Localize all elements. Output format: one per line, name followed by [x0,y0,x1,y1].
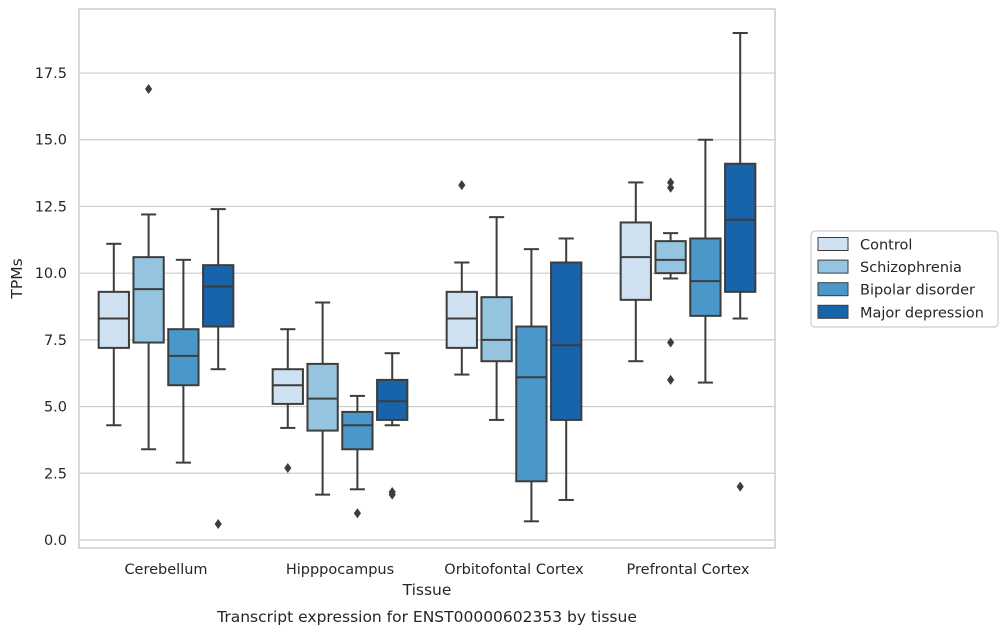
box-iqr [481,297,511,361]
x-tick-label: Hipppocampus [286,562,394,578]
y-tick-label: 7.5 [44,333,67,349]
outlier-point [215,519,222,529]
box-iqr [168,329,198,385]
y-tick-label: 17.5 [35,66,67,82]
box-iqr [133,257,163,342]
x-tick-label: Orbitofontal Cortex [444,562,584,578]
box-bipolar-disorder-2 [516,249,546,521]
box-major-depression-2 [551,238,581,499]
box-iqr [551,262,581,419]
box-bipolar-disorder-0 [168,260,198,463]
box-schizophrenia-2 [481,217,511,420]
outlier-point [667,375,674,385]
legend-swatch [818,238,848,251]
boxplot-chart: 0.0 2.5 5.0 7.5 10.0 12.5 15.0 17.5 Cerebellum H… [0,0,1007,634]
box-iqr [342,412,372,449]
box-iqr [725,164,755,292]
x-tick-label: Cerebellum [124,562,207,578]
box-iqr [690,238,720,315]
box-bipolar-disorder-3 [690,140,720,383]
outlier-point [667,183,674,193]
legend-label: Control [860,238,912,254]
box-iqr [655,241,685,273]
y-tick-label: 5.0 [44,400,67,416]
box-schizophrenia-0 [133,84,163,449]
outlier-point [458,180,465,190]
y-tick-label: 2.5 [44,466,67,482]
box-major-depression-0 [203,209,233,529]
y-axis-label: TPMs [8,258,26,299]
boxes [99,33,756,529]
x-tick-labels: Cerebellum Hipppocampus Orbitofontal Corte… [124,562,749,578]
legend-swatch [818,260,848,273]
box-major-depression-1 [377,353,407,499]
box-iqr [377,380,407,420]
box-iqr [99,292,129,348]
y-tick-label: 0.0 [44,533,67,549]
box-iqr [203,265,233,326]
y-tick-label: 10.0 [35,266,67,282]
box-schizophrenia-3 [655,177,685,384]
y-tick-label: 12.5 [35,199,67,215]
box-control-1 [273,329,303,473]
y-tick-label: 15.0 [35,133,67,149]
y-tick-labels: 0.0 2.5 5.0 7.5 10.0 12.5 15.0 17.5 [35,66,67,549]
chart-caption: Transcript expression for ENST0000060235… [216,608,637,626]
box-major-depression-3 [725,33,755,492]
box-iqr [621,222,651,299]
outlier-point [354,508,361,518]
legend-swatch [818,305,848,318]
box-control-0 [99,244,129,425]
x-axis-label: Tissue [402,581,452,599]
box-schizophrenia-1 [307,303,337,495]
outlier-point [145,84,152,94]
box-control-3 [621,182,651,361]
legend-label: Schizophrenia [860,260,962,276]
box-iqr [307,364,337,431]
legend-label: Major depression [860,305,984,321]
box-iqr [447,292,477,348]
box-iqr [516,327,546,482]
legend: Control Schizophrenia Bipolar disorder Majo… [811,231,998,327]
outlier-point [737,482,744,492]
legend-label: Bipolar disorder [860,283,975,299]
outlier-point [667,338,674,348]
box-control-2 [447,180,477,374]
legend-swatch [818,283,848,296]
box-bipolar-disorder-1 [342,396,372,518]
box-iqr [273,369,303,404]
x-tick-label: Prefrontal Cortex [627,562,750,578]
outlier-point [284,463,291,473]
